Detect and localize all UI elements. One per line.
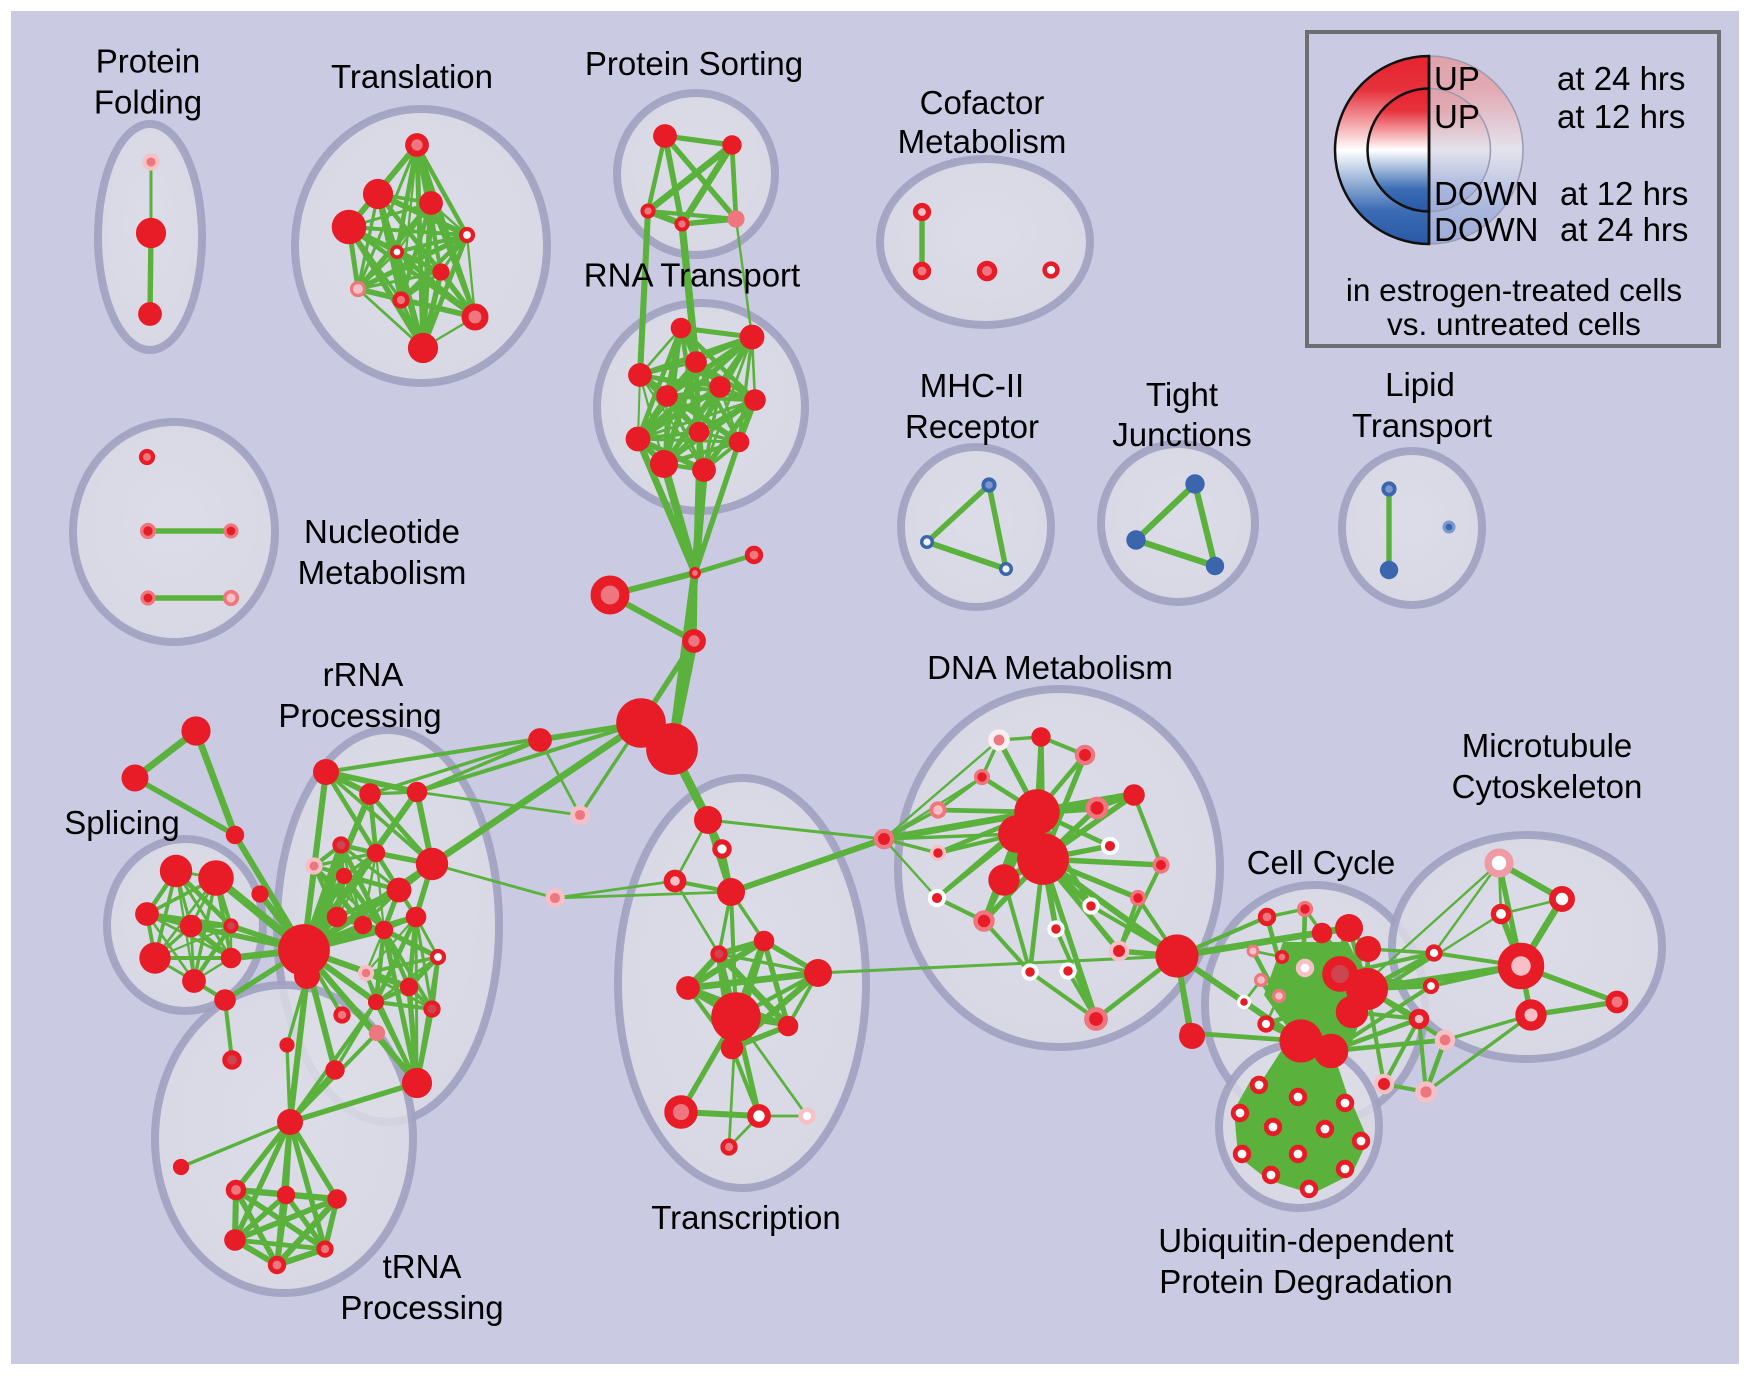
svg-text:DOWN: DOWN: [1434, 175, 1538, 212]
svg-text:Nucleotide: Nucleotide: [304, 513, 460, 550]
svg-text:Metabolism: Metabolism: [298, 554, 467, 591]
svg-text:Cell Cycle: Cell Cycle: [1247, 844, 1396, 881]
svg-text:tRNA: tRNA: [383, 1248, 462, 1285]
svg-text:in estrogen-treated cells: in estrogen-treated cells: [1346, 272, 1682, 308]
svg-text:UP: UP: [1434, 60, 1480, 97]
svg-text:Ubiquitin-dependent: Ubiquitin-dependent: [1158, 1222, 1453, 1259]
svg-text:Receptor: Receptor: [905, 408, 1039, 445]
svg-text:Cofactor: Cofactor: [920, 84, 1045, 121]
svg-text:Protein: Protein: [96, 42, 201, 79]
svg-text:UP: UP: [1434, 98, 1480, 135]
svg-text:Transport: Transport: [1352, 407, 1492, 444]
svg-text:Processing: Processing: [340, 1289, 503, 1326]
svg-text:Metabolism: Metabolism: [898, 123, 1067, 160]
svg-text:Cytoskeleton: Cytoskeleton: [1452, 768, 1643, 805]
svg-text:Splicing: Splicing: [64, 804, 180, 841]
svg-text:Protein Degradation: Protein Degradation: [1159, 1263, 1453, 1300]
svg-text:DNA Metabolism: DNA Metabolism: [927, 649, 1173, 686]
svg-text:RNA Transport: RNA Transport: [584, 257, 800, 294]
svg-text:vs. untreated cells: vs. untreated cells: [1387, 306, 1641, 342]
svg-text:Translation: Translation: [331, 58, 493, 95]
svg-text:at 24 hrs: at 24 hrs: [1557, 60, 1685, 97]
svg-text:at 12 hrs: at 12 hrs: [1557, 98, 1685, 135]
svg-text:Processing: Processing: [278, 697, 441, 734]
svg-text:Microtubule: Microtubule: [1462, 727, 1633, 764]
svg-text:rRNA: rRNA: [323, 656, 404, 693]
svg-text:at 24 hrs: at 24 hrs: [1560, 211, 1688, 248]
svg-text:DOWN: DOWN: [1434, 211, 1538, 248]
svg-text:Tight: Tight: [1146, 376, 1218, 413]
svg-text:MHC-II: MHC-II: [920, 367, 1024, 404]
svg-text:Lipid: Lipid: [1385, 366, 1455, 403]
svg-text:Junctions: Junctions: [1112, 416, 1251, 453]
svg-text:Transcription: Transcription: [651, 1199, 841, 1236]
svg-text:at 12 hrs: at 12 hrs: [1560, 175, 1688, 212]
svg-text:Protein Sorting: Protein Sorting: [585, 45, 803, 82]
svg-text:Folding: Folding: [94, 83, 202, 120]
